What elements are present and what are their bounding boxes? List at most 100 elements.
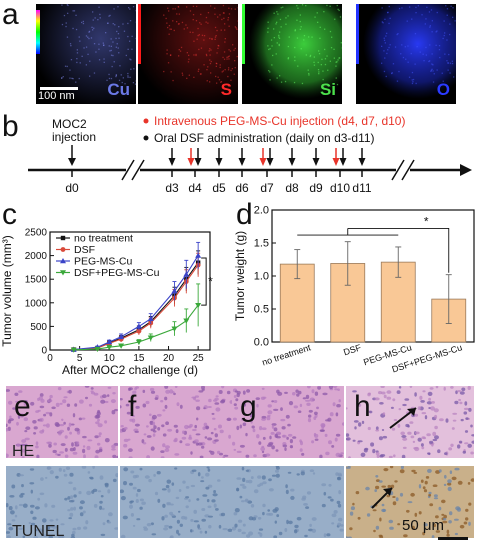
cell-nucleus [457, 444, 461, 449]
speckle [176, 21, 178, 23]
cell-nucleus [450, 443, 454, 447]
speckle [71, 77, 73, 79]
cell-nucleus [213, 490, 216, 494]
cell-nucleus [404, 398, 410, 401]
cell-nucleus [166, 479, 172, 484]
cell-nucleus [188, 434, 192, 439]
speckle [301, 82, 304, 85]
speckle [227, 19, 229, 21]
speckle [131, 35, 133, 37]
speckle [412, 81, 414, 83]
cell-nucleus [321, 483, 327, 487]
cell-nucleus [98, 432, 102, 436]
speckle [429, 26, 431, 28]
speckle [414, 63, 416, 65]
cell-nucleus [314, 433, 319, 438]
speckle [415, 12, 417, 14]
cell-nucleus [392, 501, 397, 506]
cell-nucleus [143, 527, 149, 531]
cell-nucleus [370, 505, 375, 509]
speckle [214, 38, 216, 40]
tunel-image-f [119, 466, 233, 539]
speckle [384, 42, 386, 44]
cell-nucleus [261, 450, 265, 454]
injection-arrowhead [68, 158, 76, 166]
day-label: d0 [65, 181, 79, 195]
cell-nucleus [358, 422, 362, 427]
speckle [383, 50, 385, 52]
speckle [70, 45, 72, 47]
data-point [106, 338, 113, 345]
cell-nucleus [14, 514, 18, 518]
cell-nucleus [143, 526, 147, 529]
cell-nucleus [48, 444, 52, 448]
speckle [333, 57, 335, 59]
speckle [90, 37, 93, 39]
cell-nucleus [463, 411, 468, 415]
cell-nucleus [82, 435, 87, 439]
cell-nucleus [68, 481, 73, 485]
cell-nucleus [314, 411, 318, 415]
cell-nucleus [135, 474, 139, 478]
tunel-image-g [231, 465, 344, 539]
cell-nucleus [428, 493, 432, 497]
cell-nucleus [402, 437, 408, 441]
cell-nucleus [32, 420, 37, 424]
speckle [62, 76, 64, 78]
cell-nucleus [79, 512, 84, 517]
cell-nucleus [443, 386, 446, 391]
speckle [425, 18, 427, 20]
cell-nucleus [55, 475, 59, 479]
speckle [227, 17, 230, 19]
tissue-texture [232, 383, 346, 459]
speckle [67, 12, 69, 14]
speckle [180, 46, 183, 49]
cell-nucleus [427, 391, 433, 396]
speckle [383, 70, 386, 73]
cell-nucleus [157, 427, 161, 431]
cell-nucleus [246, 534, 251, 538]
speckle [92, 19, 94, 21]
panel-label-c: c [2, 198, 17, 231]
cell-nucleus [256, 434, 260, 439]
cell-nucleus [32, 516, 37, 520]
speckle [98, 43, 100, 45]
speckle [408, 76, 411, 78]
cell-nucleus [108, 512, 113, 517]
cell-nucleus [97, 418, 100, 422]
cell-nucleus [212, 417, 216, 420]
cell-nucleus [259, 426, 263, 431]
cell-nucleus [274, 433, 278, 438]
cell-nucleus [131, 400, 135, 405]
cell-nucleus [214, 402, 220, 405]
cell-nucleus [253, 489, 259, 494]
cell-nucleus [86, 445, 91, 451]
y-tick-label: 1.5 [254, 238, 269, 250]
cell-nucleus [271, 474, 277, 477]
cell-nucleus [4, 423, 8, 427]
cell-nucleus [407, 425, 410, 428]
speckle [327, 69, 329, 71]
speckle [123, 30, 126, 32]
cell-nucleus [55, 453, 58, 456]
cell-nucleus [360, 452, 366, 457]
cell-nucleus [345, 433, 350, 437]
cell-nucleus [213, 428, 217, 431]
speckle [91, 26, 93, 28]
cell-nucleus [11, 519, 16, 522]
oral-arrowhead [194, 158, 202, 166]
cell-nucleus [332, 402, 336, 407]
speckle [81, 55, 83, 57]
cell-nucleus [323, 533, 327, 538]
cell-nucleus [128, 448, 133, 452]
speckle [431, 63, 433, 65]
cell-nucleus [195, 442, 199, 446]
cell-nucleus [239, 495, 243, 499]
speckle [211, 38, 213, 40]
speckle [65, 22, 67, 24]
speckle [196, 5, 198, 8]
speckle [188, 58, 190, 60]
cell-nucleus [51, 504, 56, 508]
cell-nucleus [280, 418, 286, 422]
speckle [321, 58, 323, 60]
